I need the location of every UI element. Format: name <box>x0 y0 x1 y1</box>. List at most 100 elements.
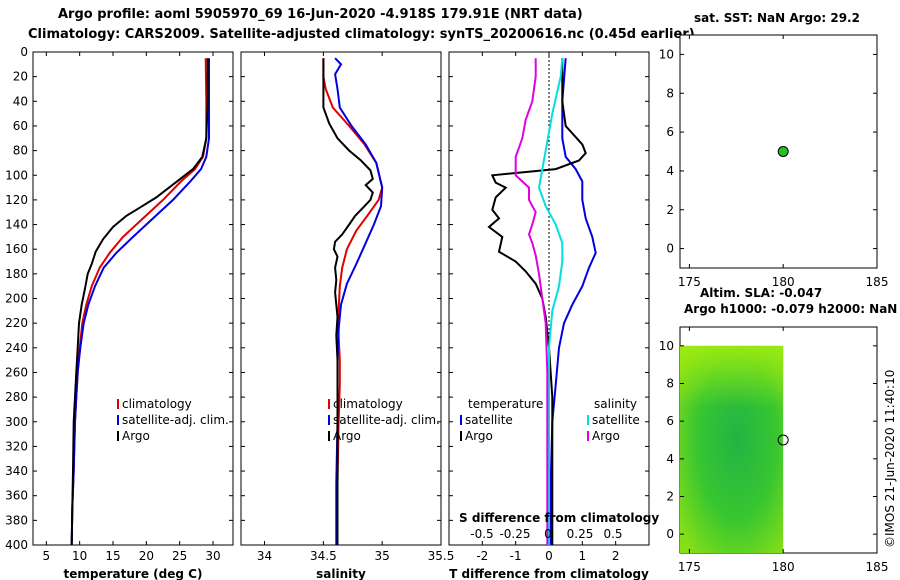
sal-legend-2-label: Argo <box>333 429 361 443</box>
sst_map-xtick-label: 175 <box>678 275 701 289</box>
panel-difference: -2 -1 0 1 2 T difference from climatology <box>448 51 650 580</box>
depth-tick-label: 300 <box>5 415 28 429</box>
sst_map-ytick-label: 6 <box>666 125 674 139</box>
depth-tick-label: 260 <box>5 365 28 379</box>
series-climatology <box>322 58 384 545</box>
title-line1: Argo profile: aoml 5905970_69 16-Jun-202… <box>58 7 583 22</box>
difference-xtick-label: -1 <box>510 549 522 563</box>
difference-xtick-label: 1 <box>579 549 587 563</box>
s-diff-tick-label: 0 <box>544 527 552 541</box>
diff-legend-title-salinity: salinity <box>594 397 637 411</box>
depth-tick-label: 200 <box>5 292 28 306</box>
salinity-xtick-label: 34.5 <box>310 549 337 563</box>
sst_map-xtick-label: 185 <box>866 275 889 289</box>
sal-legend-0-label: climatology <box>333 397 403 411</box>
depth-tick-label: 240 <box>5 341 28 355</box>
sla-heatmap-top-band <box>680 345 784 408</box>
salinity-xtick-label: 35.5 <box>428 549 455 563</box>
sst-map-title: sat. SST: NaN Argo: 29.2 <box>694 11 860 25</box>
difference-xtick-label: 2 <box>612 549 620 563</box>
salinity-xlabel: salinity <box>316 567 366 580</box>
s-diff-tick-label: 0.5 <box>603 527 622 541</box>
panel-salinity: 34 34.5 35 35.5 salinity <box>240 51 455 580</box>
depth-tick-label: 80 <box>13 144 28 158</box>
depth-tick-label: 100 <box>5 168 28 182</box>
depth-tick-label: 140 <box>5 218 28 232</box>
sla_map-ytick-label: 2 <box>666 490 674 504</box>
sla_map-argo-marker <box>777 434 789 446</box>
sal-legend-1-label: satellite-adj. clim. <box>333 413 440 427</box>
imos-timestamp: ©IMOS 21-Jun-2020 11:40:10 <box>883 370 897 548</box>
sla_map-ytick-label: 6 <box>666 414 674 428</box>
sst_map-ytick-label: 8 <box>666 86 674 100</box>
s-diff-tick-label: -0.25 <box>499 527 530 541</box>
temperature-xtick-label: 10 <box>72 549 87 563</box>
temperature-xlabel: temperature (deg C) <box>64 567 203 580</box>
series-satellite-adj-clim- <box>70 58 210 546</box>
temp-legend-1-label: satellite-adj. clim. <box>122 413 229 427</box>
temperature-frame <box>32 51 234 546</box>
diff-legend-1-label: Argo <box>465 429 493 443</box>
temperature-xtick-label: 15 <box>105 549 120 563</box>
difference-xtick-label: -2 <box>476 549 488 563</box>
depth-tick-label: 280 <box>5 390 28 404</box>
depth-tick-label: 40 <box>13 94 28 108</box>
sla_map-ytick-label: 8 <box>666 377 674 391</box>
depth-tick-label: 360 <box>5 489 28 503</box>
diff-legend-2-label: satellite <box>592 413 640 427</box>
diff-legend-3-label: Argo <box>592 429 620 443</box>
temperature-xtick-label: 30 <box>205 549 220 563</box>
sla_map-ytick-label: 4 <box>666 452 674 466</box>
depth-tick-label: 160 <box>5 242 28 256</box>
series-argo <box>322 58 374 545</box>
series-argo <box>70 58 209 546</box>
temperature-xtick-label: 25 <box>172 549 187 563</box>
sla_map-ytick-label: 10 <box>659 339 674 353</box>
diff-legend-0-label: satellite <box>465 413 513 427</box>
panel-temperature: 0 20 40 60 80 100 120 140 160 180 200 220 240 260 280 3… <box>5 45 234 580</box>
depth-tick-label: 400 <box>5 538 28 552</box>
panel-sla_map: 0 2 4 6 8 10 175 180 185 <box>659 326 889 574</box>
temperature-xtick-label: 5 <box>43 549 51 563</box>
salinity-frame <box>240 51 442 546</box>
sst_map-ytick-label: 0 <box>666 242 674 256</box>
depth-tick-label: 60 <box>13 119 28 133</box>
series-salinity-argo <box>514 58 549 545</box>
series-salinity-satellite <box>537 58 564 545</box>
salinity-xtick-label: 34 <box>257 549 272 563</box>
sst_map-frame <box>679 34 878 269</box>
temperature-xtick-label: 20 <box>139 549 154 563</box>
depth-tick-label: 0 <box>20 45 28 59</box>
depth-tick-label: 340 <box>5 464 28 478</box>
sla-map-title-line1: Altim. SLA: -0.047 <box>700 286 822 300</box>
sst_map-xtick-label: 180 <box>772 275 795 289</box>
s-diff-tick-label: 0.25 <box>567 527 594 541</box>
sla_map-xtick-label: 185 <box>866 560 889 574</box>
depth-tick-label: 380 <box>5 513 28 527</box>
sla_map-ytick-label: 0 <box>666 527 674 541</box>
sst_map-argo-marker <box>777 146 789 157</box>
difference-xtick-label: 0 <box>545 549 553 563</box>
diff-legend-title-temperature: temperature <box>468 397 543 411</box>
sst_map-ytick-label: 2 <box>666 203 674 217</box>
panel-sst_map: 0 2 4 6 8 10 175 180 185 <box>659 34 889 289</box>
sst_map-ytick-label: 4 <box>666 164 674 178</box>
temp-legend-0-label: climatology <box>122 397 192 411</box>
difference-xlabel: T difference from climatology <box>449 567 649 580</box>
salinity-xtick-label: 35 <box>375 549 390 563</box>
s-diff-xlabel: S difference from climatology <box>459 511 659 525</box>
sla_map-xtick-label: 180 <box>772 560 795 574</box>
depth-tick-label: 220 <box>5 316 28 330</box>
sla-map-title-line2: Argo h1000: -0.079 h2000: NaN <box>684 302 897 316</box>
series-temperature-argo <box>487 58 587 545</box>
s-diff-tick-label: -0.5 <box>470 527 493 541</box>
temp-legend-2-label: Argo <box>122 429 150 443</box>
sst_map-ytick-label: 10 <box>659 47 674 61</box>
sla_map-xtick-label: 175 <box>678 560 701 574</box>
depth-tick-label: 120 <box>5 193 28 207</box>
title-line2: Climatology: CARS2009. Satellite-adjuste… <box>28 27 695 42</box>
depth-tick-label: 180 <box>5 267 28 281</box>
series-temperature-satellite <box>549 58 597 545</box>
depth-tick-label: 320 <box>5 439 28 453</box>
